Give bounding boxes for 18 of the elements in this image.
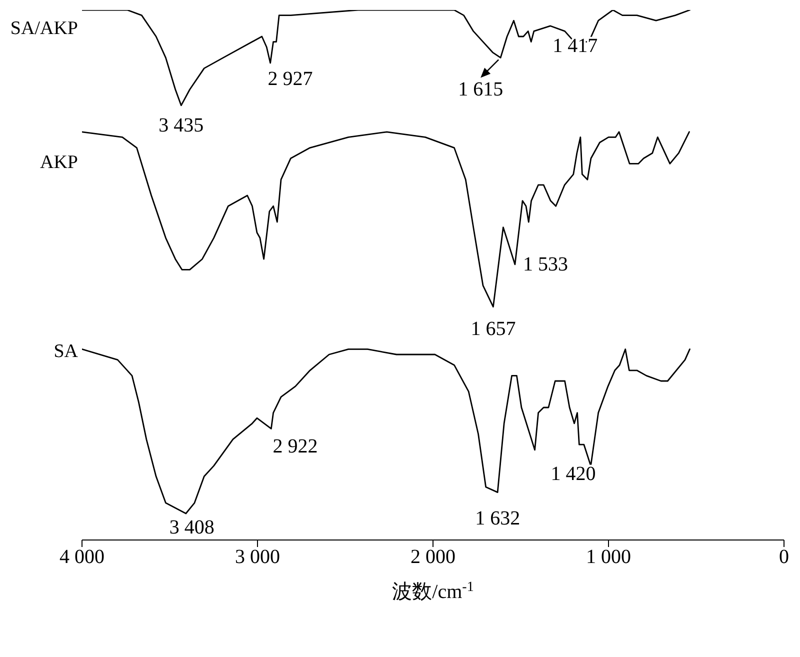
annotation: 1 657 <box>470 318 516 340</box>
annotation: 1 533 <box>522 253 568 276</box>
x-tick-label: 4 000 <box>60 546 104 568</box>
annotation: 2 922 <box>272 436 318 458</box>
x-tick-label: 0 <box>779 546 789 568</box>
annotation: 3 408 <box>169 516 214 538</box>
annotation: 1 615 <box>458 78 504 101</box>
annotation: 1 632 <box>475 507 520 530</box>
annotation: 2 927 <box>268 68 313 90</box>
series-label: AKP <box>40 152 78 173</box>
x-tick-label: 2 000 <box>410 546 456 568</box>
annotation: 1 420 <box>550 462 596 485</box>
annotation: 3 435 <box>158 114 204 136</box>
x-tick-label: 3 000 <box>235 546 280 568</box>
series-label: SA/AKP <box>10 18 78 39</box>
x-tick-label: 1 000 <box>586 546 631 568</box>
series-label: SA <box>54 341 78 362</box>
x-axis-title: 波数/cm$^{-1}$ <box>392 580 474 603</box>
